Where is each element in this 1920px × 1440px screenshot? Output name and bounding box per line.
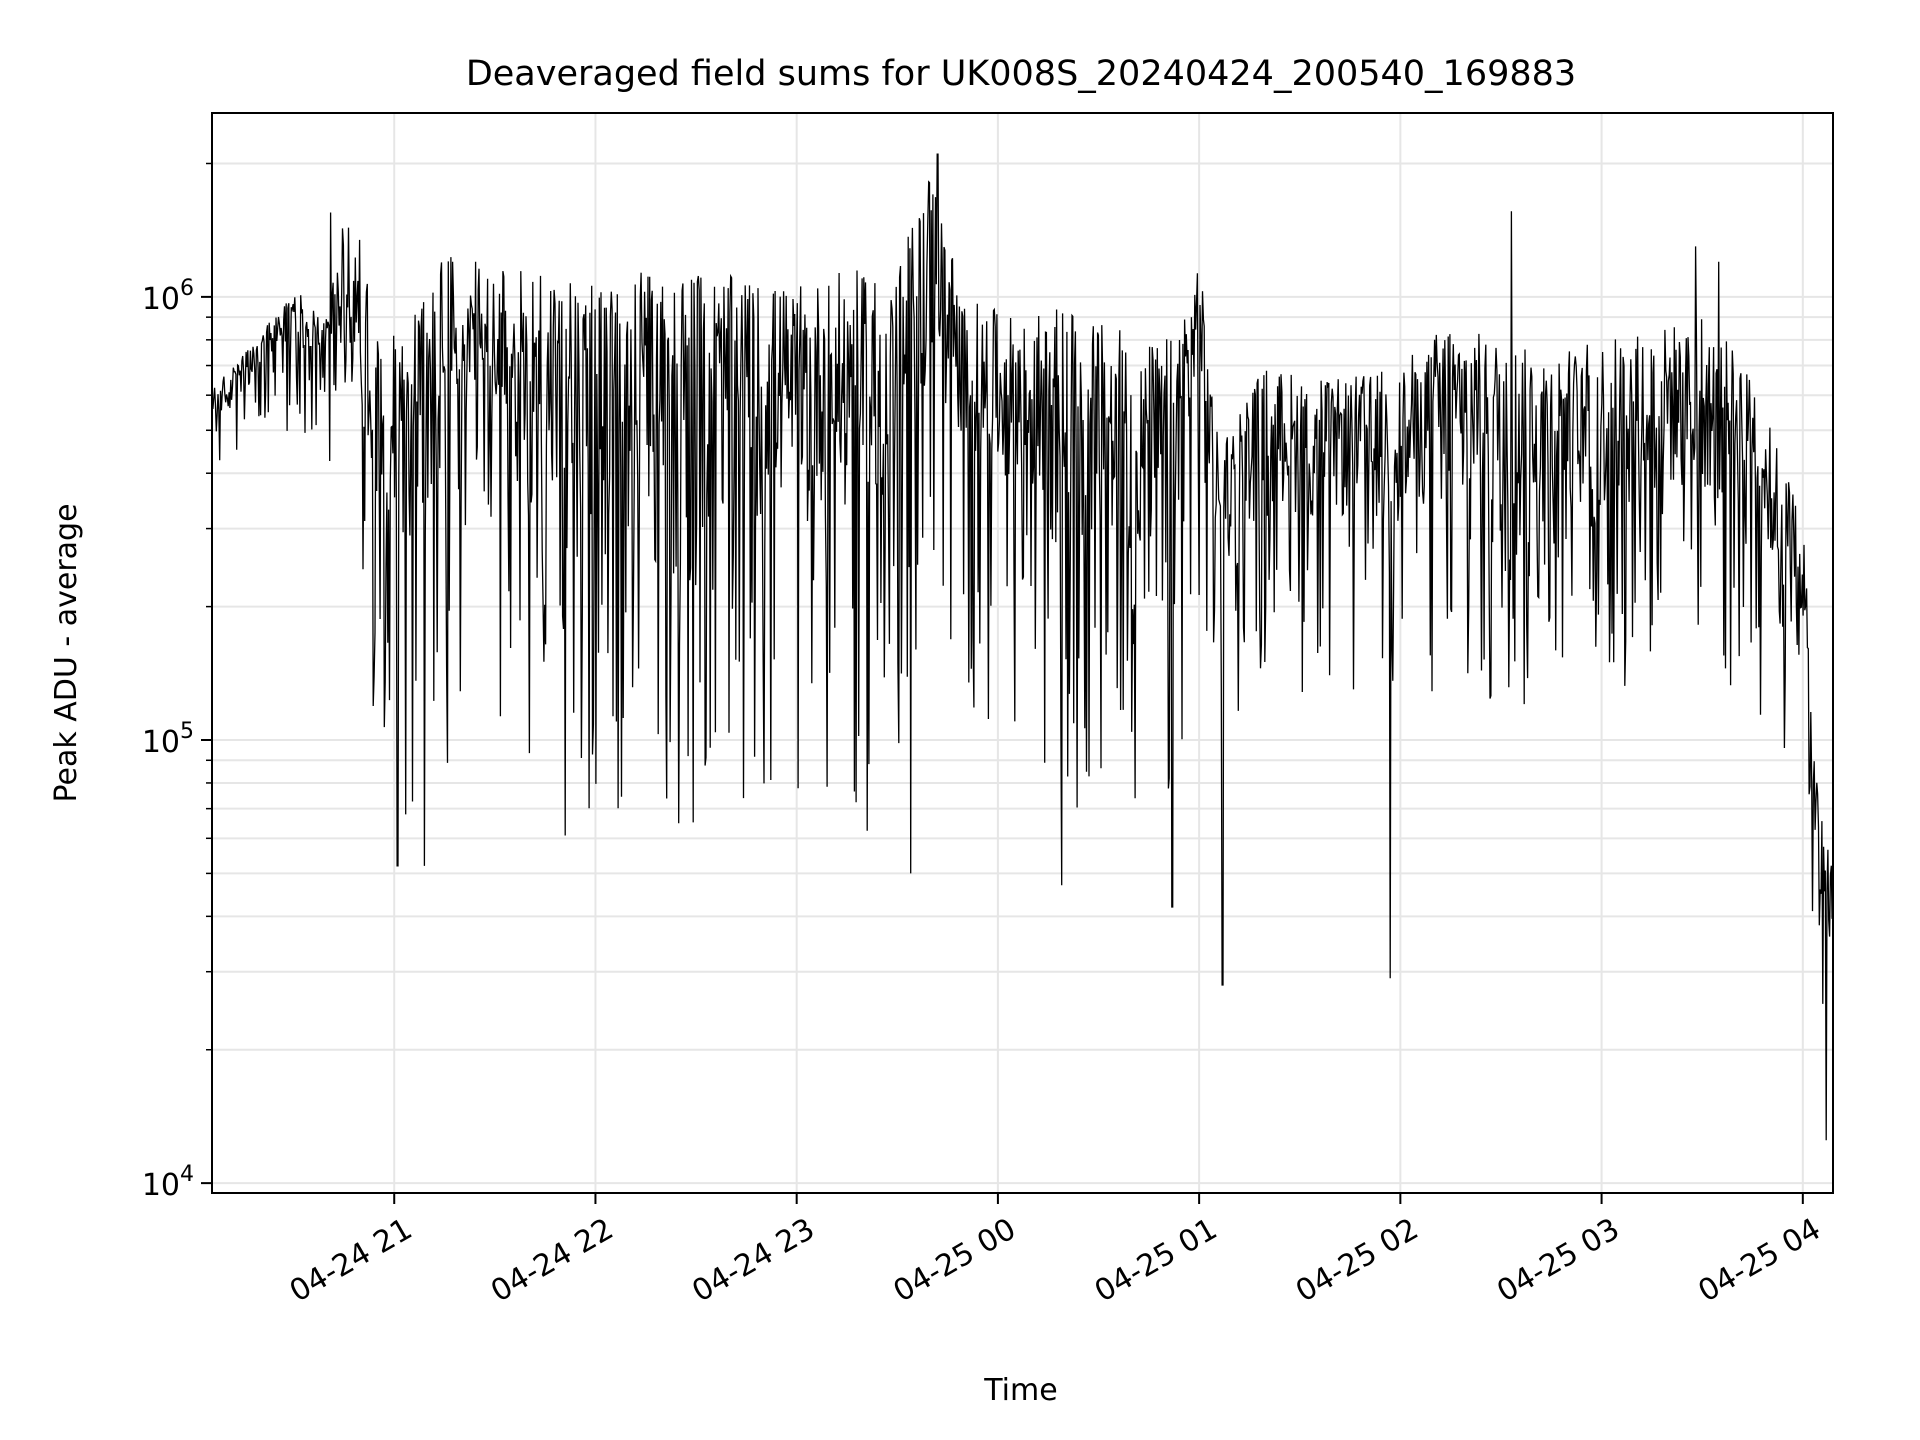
y-axis-label: Peak ADU - average xyxy=(49,503,84,802)
series-polyline xyxy=(211,153,1834,1141)
series-line xyxy=(211,153,1834,1141)
y-tick-label: 105 xyxy=(142,719,194,760)
chart-title: Deaveraged field sums for UK008S_2024042… xyxy=(466,54,1576,94)
plot-frame xyxy=(211,112,1834,1194)
y-tick-label: 104 xyxy=(142,1162,194,1203)
x-axis-label: Time xyxy=(983,1373,1057,1408)
y-tick-label: 106 xyxy=(142,276,194,317)
y-axis: 104 105 106 xyxy=(142,162,212,1203)
